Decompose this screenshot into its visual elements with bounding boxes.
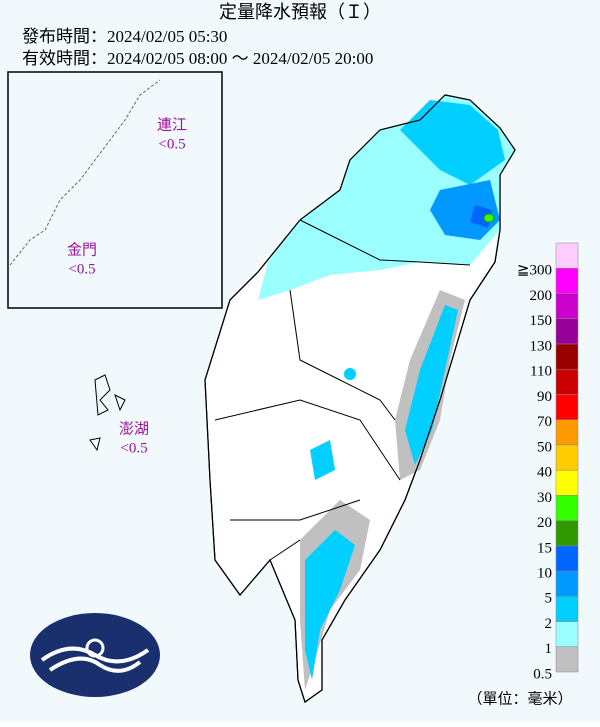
- legend-swatch: [555, 242, 579, 269]
- legend-swatch: [555, 570, 579, 597]
- legend-swatch: [555, 394, 579, 420]
- island-amount: <0.5: [120, 440, 147, 456]
- legend-label: 20: [537, 515, 552, 531]
- legend: 0.5 1 2 5 10 15 20 30 40 50 70 90 110 130 150 200 ≧300: [517, 242, 579, 682]
- legend-label: 5: [545, 591, 553, 607]
- inset-box: [7, 71, 223, 309]
- legend-label: 30: [537, 490, 552, 506]
- legend-swatch: [555, 444, 579, 471]
- valid-time: 有效時間：2024/02/05 08:00 ～ 2024/02/05 20:00: [22, 49, 373, 68]
- island-amount: <0.5: [68, 261, 95, 277]
- island-name: 連江: [157, 116, 187, 133]
- legend-label: 40: [537, 465, 552, 481]
- legend-label: 50: [537, 439, 552, 455]
- island-name: 澎湖: [119, 420, 149, 437]
- legend-label: 10: [537, 565, 552, 581]
- coastline: [9, 79, 161, 266]
- legend-swatch: [555, 293, 579, 319]
- legend-label: 70: [537, 414, 552, 430]
- legend-label: 15: [537, 540, 552, 556]
- legend-swatch: [555, 495, 579, 521]
- legend-label: 130: [530, 338, 553, 354]
- issued-time: 發布時間：2024/02/05 05:30: [22, 27, 227, 46]
- legend-label: 110: [530, 364, 552, 380]
- taiwan-map: [204, 94, 516, 703]
- legend-swatch: [555, 646, 579, 673]
- island-name: 金門: [67, 241, 97, 258]
- legend-label: 0.5: [533, 666, 552, 682]
- legend-label: ≧300: [517, 263, 552, 279]
- legend-swatch: [555, 545, 579, 572]
- title: 定量降水預報（Ｉ）: [219, 2, 381, 22]
- legend-label: 1: [545, 641, 553, 657]
- legend-swatch: [555, 419, 579, 446]
- island-amount: <0.5: [158, 136, 185, 152]
- legend-swatch: [555, 343, 579, 370]
- legend-swatch: [555, 469, 579, 496]
- penghu: [89, 374, 126, 452]
- legend-swatch: [555, 520, 579, 547]
- legend-label: 200: [530, 288, 553, 304]
- legend-swatch: [555, 596, 579, 622]
- legend-label: 2: [545, 616, 553, 632]
- unit-label: （單位：毫米）: [467, 689, 572, 707]
- legend-label: 150: [530, 313, 553, 329]
- legend-swatch: [555, 267, 579, 294]
- legend-swatch: [555, 621, 579, 648]
- legend-swatch: [555, 368, 579, 395]
- logo: [30, 613, 160, 697]
- legend-swatch: [555, 318, 579, 345]
- legend-label: 90: [537, 389, 552, 405]
